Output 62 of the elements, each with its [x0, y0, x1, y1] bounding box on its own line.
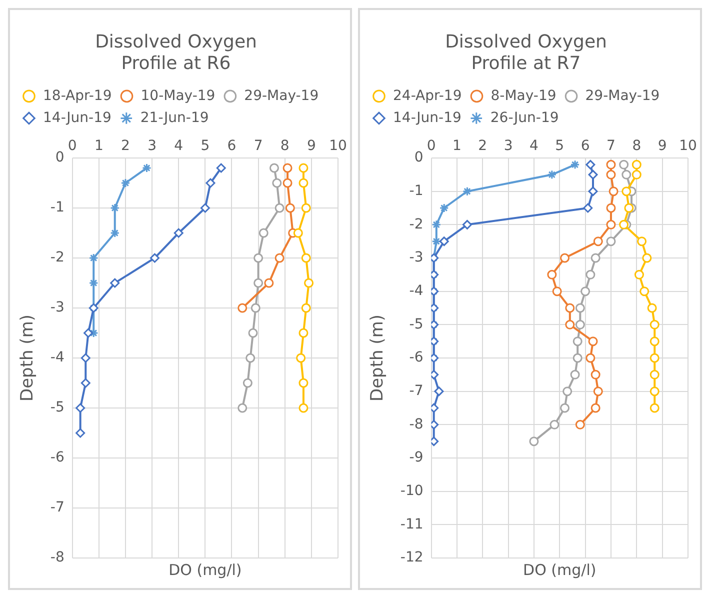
x-tick-label: 2: [478, 138, 488, 154]
y-tick-label: -9: [409, 450, 424, 466]
x-tick-label: 7: [254, 138, 263, 154]
x-tick-label: 5: [200, 138, 210, 154]
legend-label: 21-Jun-19: [140, 110, 209, 126]
legend-label: 18-Apr-19: [43, 88, 112, 104]
y-tick-label: -7: [409, 382, 424, 399]
y-tick-label: 0: [55, 150, 64, 166]
text: Dissolved Oxygen: [445, 31, 607, 52]
y-tick-label: -12: [400, 550, 424, 566]
y-tick-label: -5: [409, 316, 424, 332]
x-axis-title: DO (mg/l): [168, 560, 242, 579]
y-tick-label: -6: [50, 450, 64, 466]
y-tick-label: -8: [50, 550, 64, 566]
x-tick-label: 8: [632, 138, 642, 154]
legend-label: 29-May-19: [585, 88, 660, 104]
x-tick-label: 9: [658, 138, 667, 154]
text: Dissolved Oxygen: [95, 31, 257, 52]
legend-label: 10-May-19: [140, 88, 216, 104]
y-tick-label: -7: [50, 500, 64, 516]
x-tick-label: 4: [530, 138, 538, 154]
x-tick-label: 0: [68, 138, 77, 154]
x-tick-label: 5: [555, 138, 564, 154]
x-axis-title: DO (mg/l): [523, 560, 596, 579]
x-tick-label: 8: [280, 138, 290, 154]
y-tick-label: -6: [409, 350, 424, 366]
x-tick-label: 3: [504, 138, 513, 154]
x-tick-label: 4: [174, 138, 184, 154]
y-axis-title: Depth (m): [368, 314, 388, 402]
x-tick-label: 2: [121, 138, 130, 154]
x-tick-label: 1: [452, 138, 462, 154]
y-tick-label: -4: [409, 282, 424, 299]
y-tick-label: -1: [50, 200, 64, 216]
legend-label: 29-May-19: [244, 88, 319, 104]
y-tick-label: -10: [400, 482, 424, 499]
x-tick-label: 7: [606, 138, 616, 154]
x-tick-label: 0: [426, 138, 436, 154]
y-tick-label: -2: [409, 216, 424, 232]
legend-label: 14-Jun-19: [393, 110, 462, 126]
legend-label: 26-Jun-19: [490, 110, 559, 126]
x-tick-label: 6: [580, 138, 590, 154]
y-tick-label: -11: [400, 516, 424, 532]
x-tick-label: 10: [329, 138, 347, 154]
y-tick-label: -1: [409, 182, 424, 199]
text: Profile at R6: [121, 53, 231, 74]
x-tick-label: 6: [227, 138, 236, 154]
x-tick-label: 9: [306, 138, 316, 154]
y-tick-label: -3: [50, 300, 64, 316]
legend-label: 14-Jun-19: [43, 110, 112, 126]
y-axis-title: Depth (m): [18, 314, 38, 402]
y-tick-label: -5: [50, 400, 64, 416]
x-tick-label: 3: [148, 138, 157, 154]
y-tick-label: -3: [409, 250, 424, 266]
legend-label: 8-May-19: [490, 88, 556, 104]
y-tick-label: 0: [414, 150, 424, 166]
y-tick-label: -8: [409, 416, 424, 432]
x-tick-label: 1: [94, 138, 104, 154]
y-tick-label: -2: [50, 250, 64, 266]
text: Profile at R7: [471, 53, 581, 74]
x-tick-label: 10: [679, 138, 697, 154]
y-tick-label: -4: [50, 350, 64, 366]
legend-label: 24-Apr-19: [393, 88, 462, 104]
